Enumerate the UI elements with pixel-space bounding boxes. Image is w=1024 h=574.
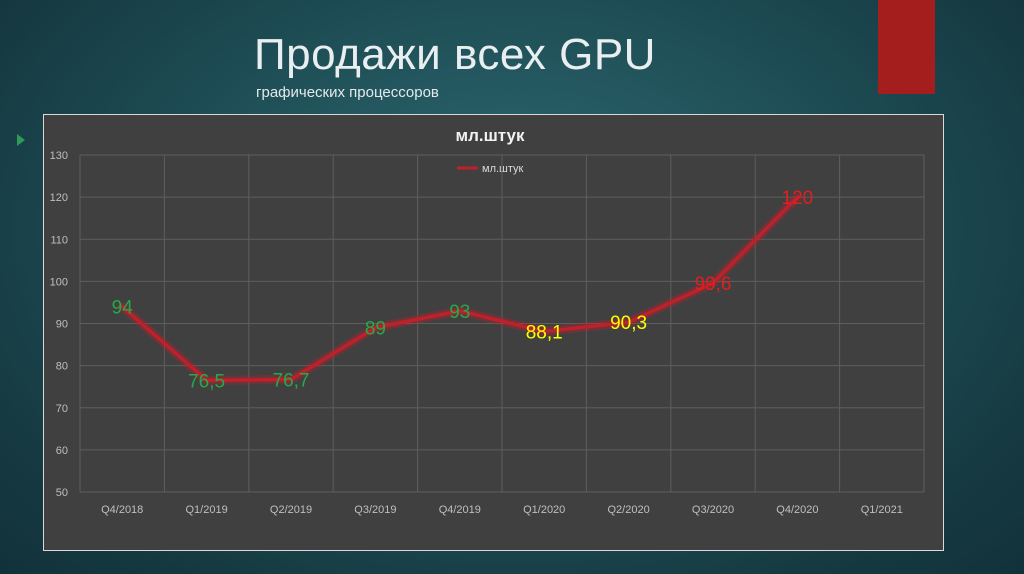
data-point [205, 378, 209, 382]
accent-red-bar [878, 0, 935, 94]
data-point [120, 305, 124, 309]
x-axis: Q4/2018 Q1/2019 Q2/2019 Q3/2019 Q4/2019 Q1/20… [101, 504, 903, 516]
y-tick-label: 70 [56, 403, 68, 415]
y-tick-label: 50 [56, 487, 68, 499]
data-point [542, 330, 546, 334]
data-point [458, 309, 462, 313]
data-label: 90,3 [610, 313, 647, 334]
x-tick-label: Q1/2020 [523, 504, 565, 516]
data-label: 93 [449, 302, 470, 323]
data-point [795, 195, 799, 199]
x-tick-label: Q1/2019 [185, 504, 227, 516]
data-point [373, 326, 377, 330]
data-label: 120 [782, 188, 814, 209]
y-tick-label: 100 [50, 276, 68, 288]
x-tick-label: Q4/2019 [439, 504, 481, 516]
data-point [711, 281, 715, 285]
page-subtitle: графических процессоров [256, 84, 439, 101]
data-label: 99,6 [695, 274, 732, 295]
y-tick-label: 120 [50, 192, 68, 204]
data-label: 76,5 [188, 371, 225, 392]
data-label: 89 [365, 319, 386, 340]
x-tick-label: Q4/2020 [776, 504, 818, 516]
y-tick-label: 110 [50, 234, 68, 246]
page-title: Продажи всех GPU [254, 30, 656, 79]
chart-area [43, 114, 944, 551]
y-tick-label: 80 [56, 361, 68, 373]
y-tick-label: 130 [50, 150, 68, 162]
data-label: 88,1 [526, 323, 563, 344]
legend-label: мл.штук [482, 163, 524, 175]
data-point [289, 378, 293, 382]
legend: мл.штук [457, 163, 524, 175]
x-tick-label: Q3/2020 [692, 504, 734, 516]
x-tick-label: Q3/2019 [354, 504, 396, 516]
slide-bullet-arrow-icon [17, 134, 25, 146]
x-tick-label: Q2/2020 [607, 504, 649, 516]
chart-title: мл.штук [456, 126, 525, 145]
x-tick-label: Q2/2019 [270, 504, 312, 516]
data-labels: 94 76,5 76,7 89 93 88,1 90,3 99,6 120 [112, 188, 814, 392]
x-tick-label: Q1/2021 [861, 504, 903, 516]
x-tick-label: Q4/2018 [101, 504, 143, 516]
y-axis: 50 60 70 80 90 100 110 120 130 [50, 150, 68, 499]
y-tick-label: 90 [56, 319, 68, 331]
gridlines [79, 154, 925, 493]
series-line [117, 192, 802, 385]
y-tick-label: 60 [56, 445, 68, 457]
data-label: 94 [112, 298, 134, 319]
data-point [627, 320, 631, 324]
data-label: 76,7 [273, 371, 310, 392]
